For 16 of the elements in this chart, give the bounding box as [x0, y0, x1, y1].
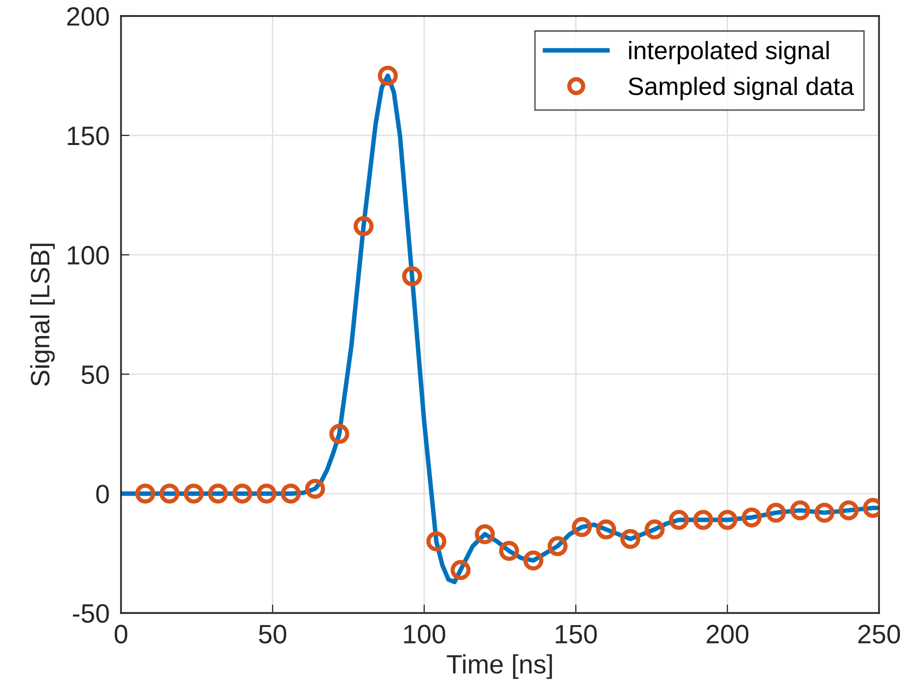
y-tick-label: 0 [96, 484, 109, 504]
x-tick-label: 250 [858, 624, 900, 644]
x-tick-label: 100 [404, 624, 446, 644]
x-tick-label: 200 [706, 624, 748, 644]
y-tick-label: -50 [72, 604, 109, 623]
x-tick-label: 50 [258, 624, 286, 644]
y-tick-label: 50 [82, 365, 109, 384]
legend-label: Sampled signal data [628, 76, 854, 100]
x-axis-title: Time [ns] [446, 654, 552, 679]
y-tick-label: 100 [68, 246, 109, 265]
legend-label: interpolated signal [629, 41, 829, 64]
y-tick-label: 200 [67, 7, 109, 26]
y-tick-label: 150 [68, 126, 109, 146]
x-tick-label: 0 [114, 624, 128, 644]
y-axis-title: Signal [LSB] [30, 244, 55, 386]
x-tick-label: 150 [556, 624, 597, 644]
